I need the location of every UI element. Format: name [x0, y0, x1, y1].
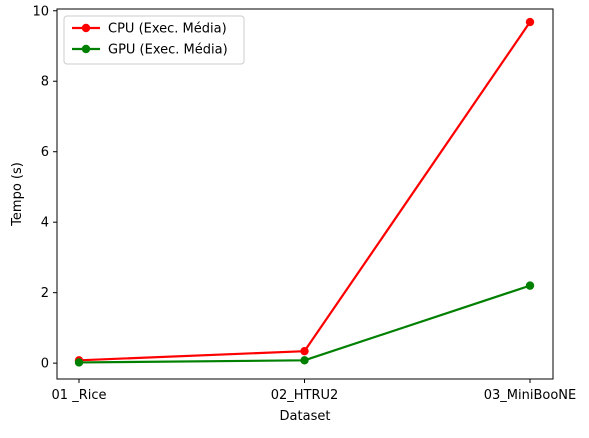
legend-box — [63, 15, 245, 65]
x-axis-label: Dataset — [280, 409, 331, 424]
y-tick-label: 6 — [41, 145, 49, 160]
data-point — [300, 356, 309, 365]
x-axis: 01 _Rice 02_HTRU2 03_MiniBooNE — [52, 379, 577, 403]
y-axis: 0 2 4 6 8 10 — [32, 4, 57, 372]
x-tick-label: 01 _Rice — [52, 388, 107, 403]
legend-label: GPU (Exec. Média) — [108, 43, 228, 58]
legend-marker — [81, 23, 91, 33]
series-layer — [74, 17, 535, 367]
legend: CPU (Exec. Média) GPU (Exec. Média) — [63, 15, 245, 65]
y-tick-label: 2 — [41, 286, 49, 301]
y-tick-label: 4 — [41, 216, 49, 231]
y-tick-label: 0 — [41, 357, 49, 372]
data-point — [300, 346, 309, 356]
data-point — [74, 358, 84, 367]
data-point — [525, 17, 535, 27]
y-tick-label: 10 — [32, 4, 49, 19]
legend-label: CPU (Exec. Média) — [108, 22, 227, 37]
legend-marker — [81, 44, 91, 54]
plot-area — [56, 8, 554, 380]
y-tick-label: 8 — [41, 75, 49, 90]
data-point — [525, 281, 535, 290]
x-tick-label: 03_MiniBooNE — [484, 388, 577, 403]
y-axis-label: Tempo (s) — [10, 162, 25, 227]
x-tick-label: 02_HTRU2 — [271, 388, 339, 403]
